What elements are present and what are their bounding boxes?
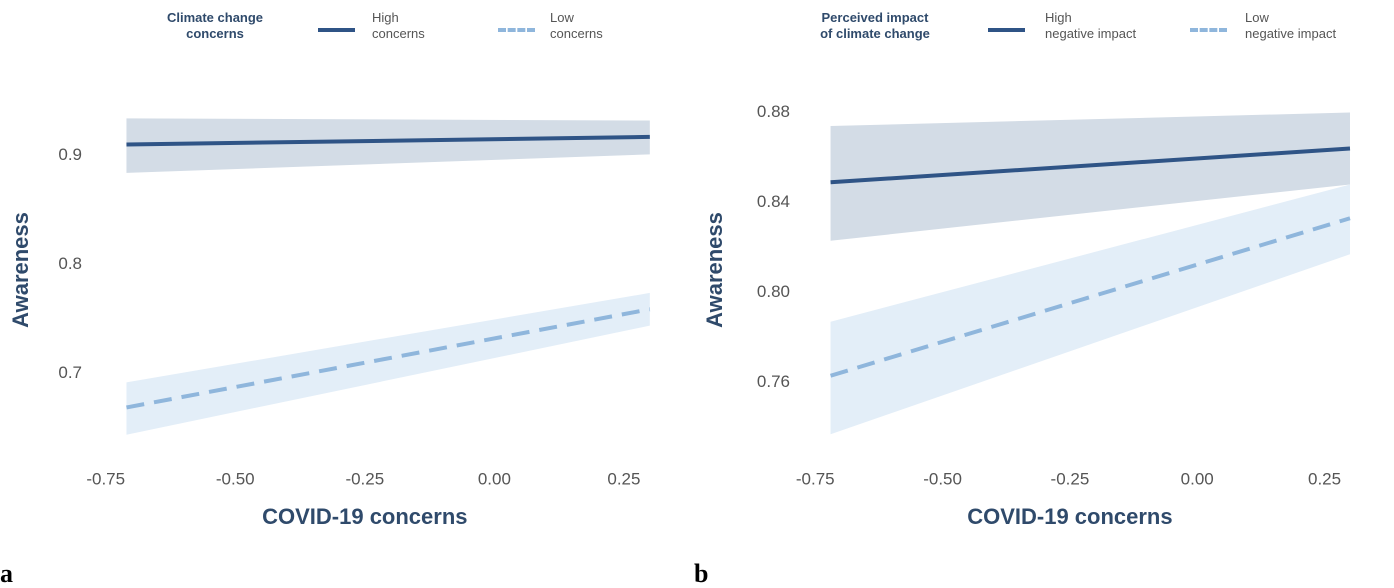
legend-swatch	[1190, 28, 1227, 32]
y-tick-label: 0.76	[757, 372, 790, 391]
y-axis-title: Awareness	[702, 212, 727, 328]
x-tick-label: -0.50	[216, 469, 255, 488]
legend-title: Perceived impact of climate change	[820, 10, 930, 41]
panel-label: a	[0, 559, 13, 588]
line	[126, 307, 651, 410]
legend-swatch	[988, 28, 1025, 32]
legend-label: Low concerns	[550, 10, 603, 41]
line	[126, 134, 650, 147]
legend-swatch	[498, 28, 535, 32]
x-axis-title: COVID-19 concerns	[967, 504, 1172, 529]
panel-label: b	[694, 559, 708, 588]
y-tick-label: 0.8	[58, 254, 82, 273]
y-tick-label: 0.84	[757, 192, 790, 211]
x-tick-label: 0.25	[1308, 469, 1341, 488]
x-tick-label: 0.00	[1181, 469, 1214, 488]
x-tick-label: 0.00	[478, 469, 511, 488]
confidence-band	[830, 112, 1350, 241]
y-tick-label: 0.80	[757, 282, 790, 301]
legend-title: Climate change concerns	[166, 10, 264, 41]
legend-swatch	[318, 28, 355, 32]
confidence-band	[126, 118, 650, 173]
y-tick-label: 0.7	[58, 363, 82, 382]
legend-label: High negative impact	[1045, 10, 1137, 41]
x-tick-label: 0.25	[607, 469, 640, 488]
legend-label: Low negative impact	[1245, 10, 1337, 41]
x-axis-title: COVID-19 concerns	[262, 504, 467, 529]
x-tick-label: -0.50	[923, 469, 962, 488]
y-tick-label: 0.88	[757, 102, 790, 121]
line	[830, 146, 1351, 185]
line	[829, 216, 1351, 378]
confidence-band	[830, 184, 1350, 435]
y-tick-label: 0.9	[58, 145, 82, 164]
x-tick-label: -0.75	[86, 469, 125, 488]
x-tick-label: -0.25	[1051, 469, 1090, 488]
x-tick-label: -0.75	[796, 469, 835, 488]
legend-label: High concerns	[372, 10, 425, 41]
y-axis-title: Awareness	[8, 212, 33, 328]
x-tick-label: -0.25	[345, 469, 384, 488]
confidence-band	[126, 292, 650, 435]
